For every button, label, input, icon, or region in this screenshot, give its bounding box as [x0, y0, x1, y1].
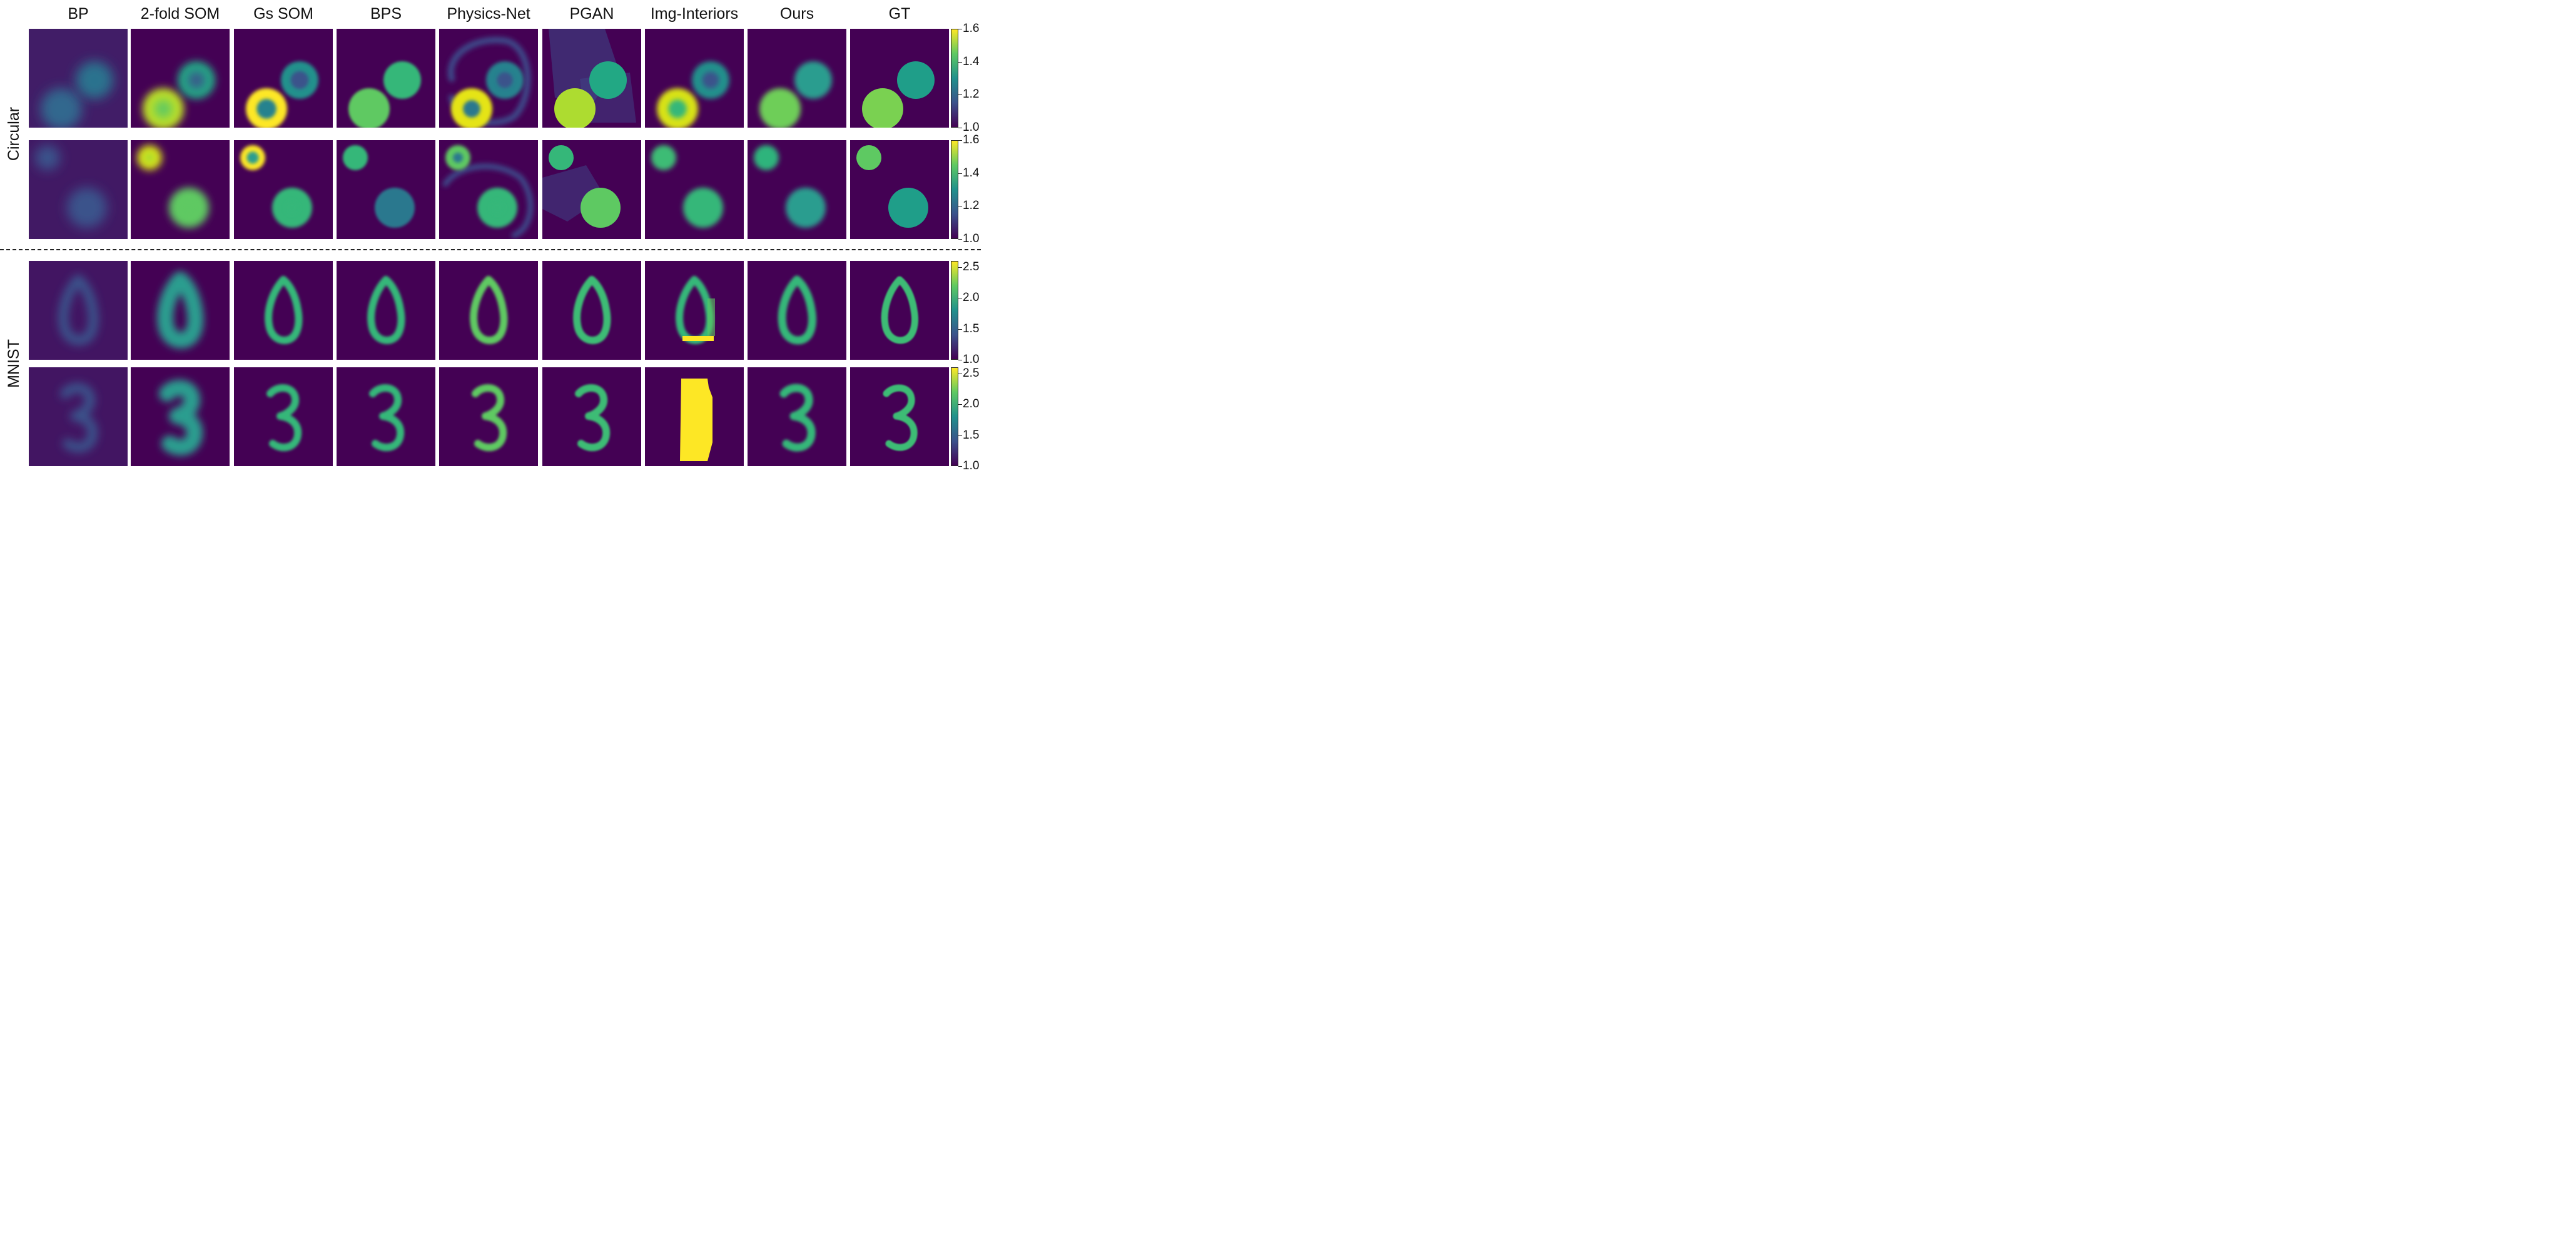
tile-two-circles-a-gs-som — [234, 29, 333, 128]
colorbar-circular-1 — [951, 29, 958, 128]
tile-digit-3-bp — [29, 367, 128, 466]
tile-digit-3-img-interiors — [645, 367, 744, 466]
colorbar-tick-label: 1.0 — [963, 121, 980, 134]
column-title-bp: BP — [68, 5, 89, 23]
tile-digit-3-ours — [748, 367, 846, 466]
column-title-img-interiors: Img-Interiors — [650, 5, 739, 23]
tile-two-circles-a-bp — [29, 29, 128, 128]
tile-digit-0-ours — [748, 261, 846, 360]
tile-two-circles-a-gt — [850, 29, 949, 128]
tile-digit-0-2-fold-som — [131, 261, 230, 360]
group-divider — [0, 249, 981, 250]
tile-digit-0-physics-net — [439, 261, 538, 360]
tile-digit-0-img-interiors — [645, 261, 744, 360]
tile-two-circles-b-bp — [29, 140, 128, 239]
tile-two-circles-a-2-fold-som — [131, 29, 230, 128]
colorbar-tick-mark — [958, 435, 962, 436]
colorbar-tick-label: 1.2 — [963, 88, 980, 101]
tile-digit-0-bp — [29, 261, 128, 360]
tile-two-circles-a-ours — [748, 29, 846, 128]
colorbar-tick-label: 1.0 — [963, 232, 980, 245]
row-label-mnist: MNIST — [5, 339, 23, 388]
colorbar-tick-label: 2.5 — [963, 260, 980, 273]
colorbar-mnist-1 — [951, 261, 958, 360]
column-title-ours: Ours — [779, 5, 814, 23]
column-title-2-fold-som: 2-fold SOM — [140, 5, 220, 23]
tile-digit-0-gt — [850, 261, 949, 360]
tile-two-circles-b-bps — [337, 140, 435, 239]
colorbar-tick-label: 1.5 — [963, 322, 980, 335]
colorbar-tick-label: 1.0 — [963, 459, 980, 472]
tile-digit-0-pgan — [542, 261, 641, 360]
colorbar-tick-label: 1.2 — [963, 199, 980, 213]
tile-two-circles-b-img-interiors — [645, 140, 744, 239]
tile-two-circles-b-ours — [748, 140, 846, 239]
tile-two-circles-a-pgan — [542, 29, 641, 128]
colorbar-tick-label: 2.0 — [963, 291, 980, 305]
tile-two-circles-a-bps — [337, 29, 435, 128]
colorbar-circular-2 — [951, 140, 958, 239]
colorbar-tick-label: 1.5 — [963, 428, 980, 442]
tile-digit-3-gt — [850, 367, 949, 466]
colorbar-tick-mark — [958, 140, 962, 141]
tile-digit-3-bps — [337, 367, 435, 466]
colorbar-tick-mark — [958, 61, 962, 63]
colorbar-tick-label: 1.0 — [963, 353, 980, 366]
colorbar-tick-mark — [958, 328, 962, 330]
row-label-circular: Circular — [5, 106, 23, 161]
tile-two-circles-b-pgan — [542, 140, 641, 239]
tile-two-circles-b-physics-net — [439, 140, 538, 239]
colorbar-tick-mark — [958, 94, 962, 96]
colorbar-tick-mark — [958, 404, 962, 405]
tile-two-circles-b-gs-som — [234, 140, 333, 239]
tile-two-circles-b-2-fold-som — [131, 140, 230, 239]
colorbar-tick-mark — [958, 267, 962, 268]
tile-digit-3-gs-som — [234, 367, 333, 466]
colorbar-tick-label: 1.4 — [963, 166, 980, 180]
colorbar-mnist-2 — [951, 367, 958, 466]
tile-digit-3-2-fold-som — [131, 367, 230, 466]
colorbar-tick-label: 1.6 — [963, 133, 980, 146]
colorbar-tick-label: 2.5 — [963, 366, 980, 380]
colorbar-tick-mark — [958, 239, 962, 240]
tile-digit-3-physics-net — [439, 367, 538, 466]
column-title-pgan: PGAN — [569, 5, 614, 23]
tile-digit-0-bps — [337, 261, 435, 360]
figure: BP 2-fold SOM Gs SOM BPS Physics-Net PGAN Img-… — [0, 0, 981, 472]
colorbar-tick-label: 2.0 — [963, 397, 980, 411]
column-title-bps: BPS — [370, 5, 402, 23]
colorbar-tick-label: 1.4 — [963, 54, 980, 68]
colorbar-tick-mark — [958, 173, 962, 174]
tile-digit-3-pgan — [542, 367, 641, 466]
tile-digit-0-gs-som — [234, 261, 333, 360]
column-title-physics-net: Physics-Net — [447, 5, 530, 23]
tile-two-circles-a-physics-net — [439, 29, 538, 128]
tile-two-circles-a-img-interiors — [645, 29, 744, 128]
colorbar-tick-label: 1.6 — [963, 22, 980, 35]
column-title-gt: GT — [888, 5, 911, 23]
tile-two-circles-b-gt — [850, 140, 949, 239]
colorbar-tick-mark — [958, 466, 962, 467]
column-title-gs-som: Gs SOM — [253, 5, 313, 23]
